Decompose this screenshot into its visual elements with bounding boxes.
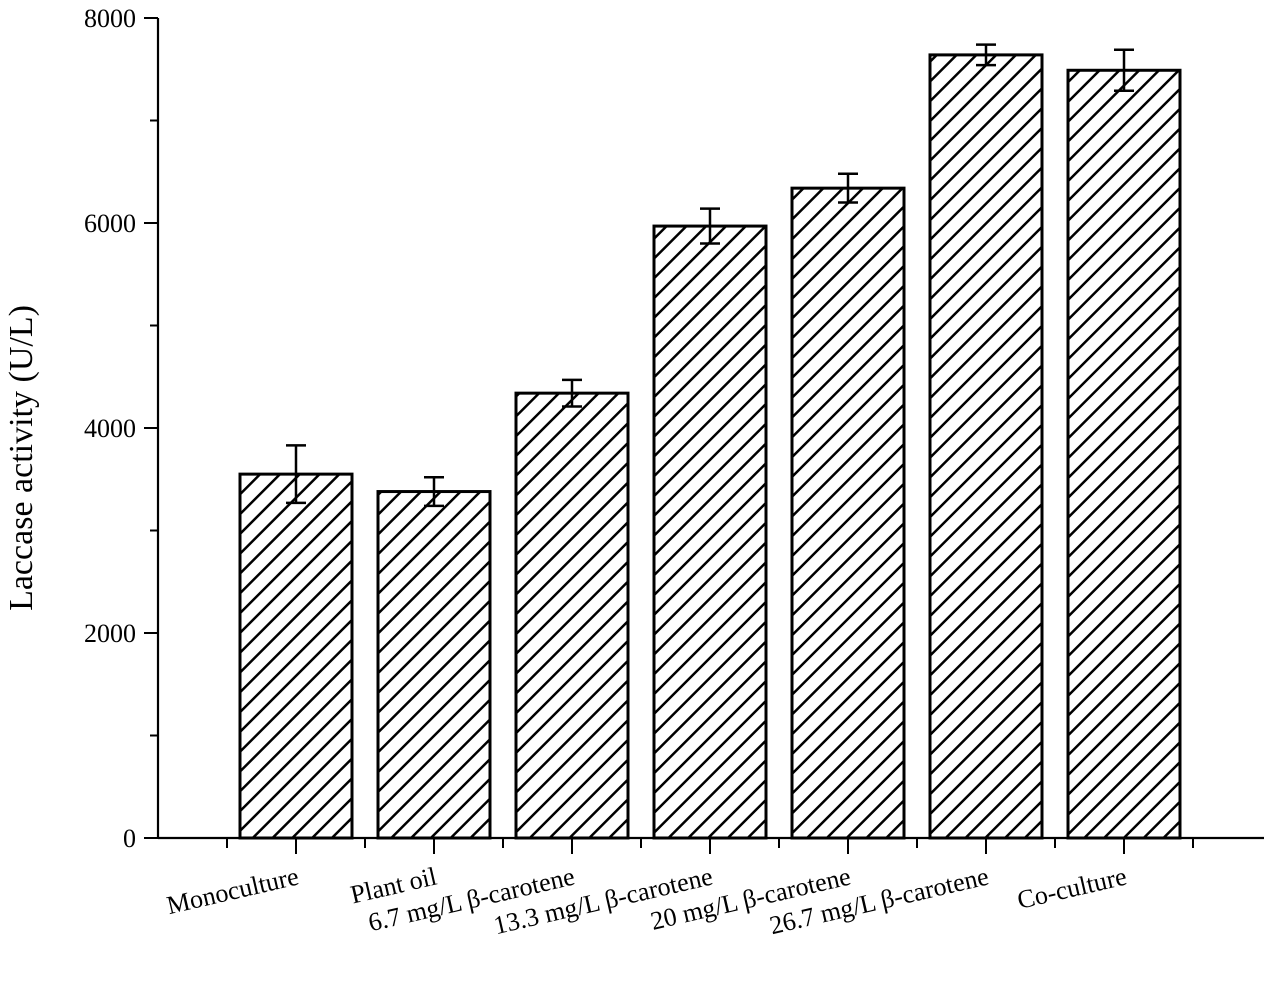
y-tick-label: 6000 (84, 209, 136, 238)
y-axis-title: Laccase activity (U/L) (3, 305, 40, 611)
bars-group (238, 53, 1182, 840)
x-category-label: Co-culture (1014, 862, 1129, 915)
bar (928, 53, 1044, 840)
error-bars-group (286, 43, 1134, 508)
x-ticks-group (226, 838, 1194, 854)
y-tick-label: 2000 (84, 619, 136, 648)
bar (514, 391, 630, 840)
bar (790, 186, 906, 840)
bar (238, 472, 354, 840)
bar (376, 490, 492, 840)
x-category-label: Monoculture (164, 862, 301, 920)
y-tick-label: 4000 (84, 414, 136, 443)
y-ticks-group: 0 2000 4000 6000 8000 (84, 4, 158, 853)
y-tick-label: 8000 (84, 4, 136, 33)
y-tick-label: 0 (123, 824, 136, 853)
bar (652, 224, 768, 840)
bar (1066, 68, 1182, 840)
